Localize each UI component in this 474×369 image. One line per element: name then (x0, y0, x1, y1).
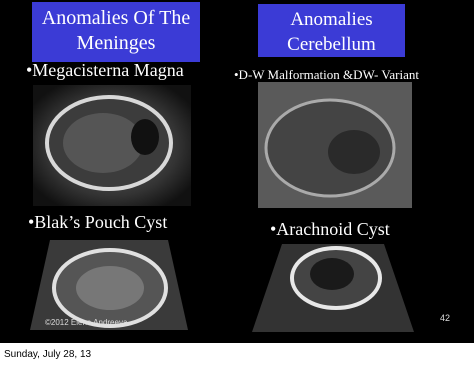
ultrasound-image (33, 85, 191, 206)
heading-line: Anomalies (290, 9, 373, 30)
heading-box: Anomalies Cerebellum (258, 4, 405, 57)
ultrasound-image (252, 244, 414, 332)
ultrasound-image (30, 240, 188, 330)
heading-line: Meninges (76, 32, 156, 54)
item: •Blak’s Pouch Cyst (28, 212, 168, 232)
footer-date: Sunday, July 28, 13 (4, 349, 92, 360)
item: •Megacisterna Magna (26, 60, 184, 80)
slide: Anomalies Of The Meninges Anomalies Cere… (0, 0, 474, 343)
ultrasound-image (258, 82, 412, 208)
heading-line: Anomalies Of The (41, 7, 191, 29)
heading-line: Cerebellum (287, 34, 376, 55)
item: •Arachnoid Cyst (270, 219, 390, 239)
item: •D-W Malformation &DW- Variant (234, 67, 419, 82)
heading-box: Anomalies Of The Meninges (32, 2, 200, 62)
page-number: 42 (440, 313, 451, 323)
credit: ©2012 Elena Andreeva (45, 318, 128, 327)
